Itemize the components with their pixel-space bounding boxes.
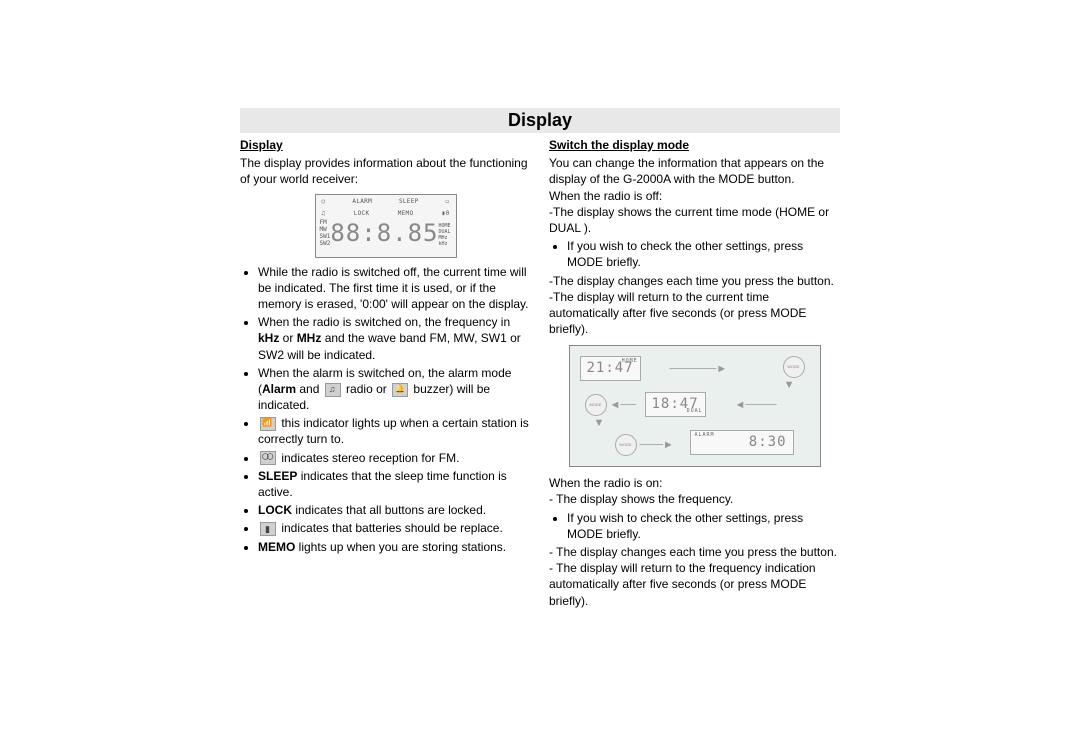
right-p4: -The display changes each time you press… — [549, 273, 840, 289]
diagram-time-dual: 18:47 DUAL — [645, 392, 706, 417]
stereo-icon — [260, 451, 276, 465]
diagram-mode-button: MODE — [615, 434, 637, 456]
right-p1: You can change the information that appe… — [549, 155, 840, 187]
list-item: MEMO lights up when you are storing stat… — [258, 539, 531, 555]
lcd-label-sleep: SLEEP — [399, 198, 419, 206]
list-item: If you wish to check the other settings,… — [567, 510, 840, 542]
right-p7: - The display shows the frequency. — [549, 491, 840, 507]
lcd-label-lock: LOCK — [354, 210, 370, 218]
right-p3: -The display shows the current time mode… — [549, 204, 840, 236]
two-column-layout: Display The display provides information… — [240, 137, 840, 609]
lcd-label-memo: MEMO — [398, 210, 414, 218]
right-p2: When the radio is off: — [549, 188, 840, 204]
list-item: this indicator lights up when a certain … — [258, 415, 531, 447]
list-item: When the radio is switched on, the frequ… — [258, 314, 531, 363]
lcd-battery-icon: ▮0 — [442, 210, 450, 218]
left-bullet-list: While the radio is switched off, the cur… — [258, 264, 531, 555]
right-p8: - The display changes each time you pres… — [549, 544, 840, 560]
arrow-icon: ▼ — [784, 378, 795, 393]
right-heading: Switch the display mode — [549, 137, 840, 153]
lcd-label-alarm: ALARM — [352, 198, 372, 206]
arrow-icon: ◄──── — [735, 398, 777, 413]
right-bullet-list-2: If you wish to check the other settings,… — [567, 510, 840, 542]
battery-low-icon — [260, 522, 276, 536]
lcd-bands: FM MW SW1 SW2 — [320, 219, 331, 247]
diagram-time-alarm: ALARM 8:30 — [690, 430, 794, 455]
list-item: If you wish to check the other settings,… — [567, 238, 840, 270]
right-p5: -The display will return to the current … — [549, 289, 840, 338]
left-heading: Display — [240, 137, 531, 153]
right-p6: When the radio is on: — [549, 475, 840, 491]
arrow-icon: ◄── — [610, 398, 636, 413]
list-item: indicates that batteries should be repla… — [258, 520, 531, 536]
lcd-illustration: ○ ALARM SLEEP ▭ ♫ LOCK MEMO ▮0 FM MW SW1 — [315, 194, 457, 258]
list-item: indicates stereo reception for FM. — [258, 450, 531, 466]
music-note-icon — [325, 383, 341, 397]
list-item: LOCK indicates that all buttons are lock… — [258, 502, 531, 518]
lcd-units: HOME DUAL MHz kHz — [439, 223, 452, 247]
signal-icon — [260, 417, 276, 431]
diagram-time-home: 21:47 HOME — [580, 356, 641, 381]
lcd-music-icon: ♫ — [322, 210, 326, 218]
list-item: While the radio is switched off, the cur… — [258, 264, 531, 313]
buzzer-icon — [392, 383, 408, 397]
page-title: Display — [240, 108, 840, 133]
arrow-icon: ▼ — [594, 416, 605, 431]
list-item: When the alarm is switched on, the alarm… — [258, 365, 531, 414]
diagram-mode-button: MODE — [783, 356, 805, 378]
manual-page: Display Display The display provides inf… — [240, 108, 840, 609]
right-p9: - The display will return to the frequen… — [549, 560, 840, 609]
arrow-icon: ──────► — [670, 362, 728, 377]
arrow-icon: ───► — [640, 438, 674, 453]
mode-cycle-diagram: 21:47 HOME MODE ──────► ▼ MODE ◄── 18:47… — [569, 345, 821, 467]
list-item: SLEEP indicates that the sleep time func… — [258, 468, 531, 500]
right-column: Switch the display mode You can change t… — [549, 137, 840, 609]
lcd-digits: 88:8.85 — [330, 219, 438, 247]
left-intro: The display provides information about t… — [240, 155, 531, 187]
diagram-mode-button: MODE — [585, 394, 607, 416]
right-bullet-list-1: If you wish to check the other settings,… — [567, 238, 840, 270]
left-column: Display The display provides information… — [240, 137, 531, 609]
